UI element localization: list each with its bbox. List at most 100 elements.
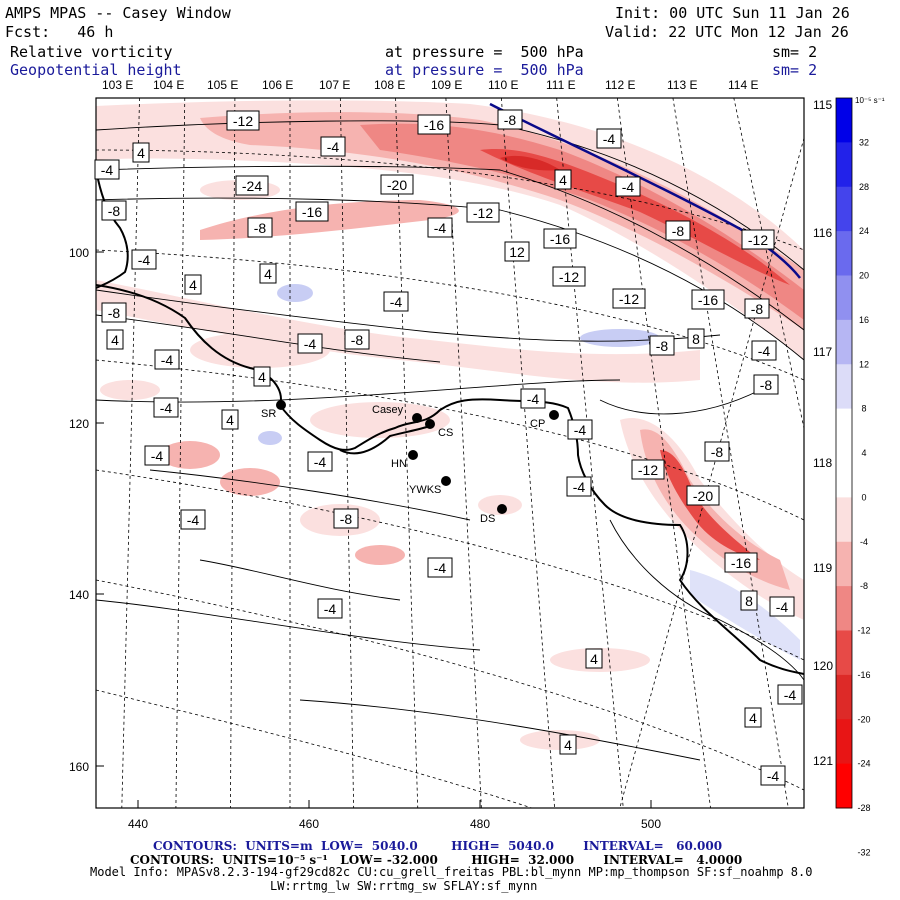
colorbar-label: -20	[857, 714, 870, 724]
contour-label-text: -4	[574, 422, 587, 438]
contour-label-text: -8	[504, 112, 517, 128]
colorbar-label: 28	[859, 182, 869, 192]
contour-label-text: -4	[160, 400, 173, 416]
contour-label-text: -8	[351, 332, 364, 348]
colorbar-label: 0	[861, 492, 866, 502]
contour-label: -4	[751, 340, 777, 361]
contour-label: -20	[380, 174, 414, 195]
contour-label: -4	[520, 388, 546, 409]
contour-label-text: -8	[340, 511, 353, 527]
contour-label-text: -20	[387, 177, 407, 193]
contour-label-text: -4	[758, 343, 771, 359]
contour-label-text: -16	[731, 555, 751, 571]
contour-label: -4	[297, 333, 323, 354]
colorbar-label: 12	[859, 359, 869, 369]
contour-label: -8	[344, 329, 370, 350]
colorbar-segment	[836, 231, 852, 276]
x-tick-label: 500	[641, 817, 661, 831]
contour-label: -4	[307, 451, 333, 472]
contour-label-text: 4	[111, 332, 119, 348]
contour-label: -4	[615, 176, 641, 197]
contour-label: -12	[552, 266, 586, 287]
contour-label: -8	[497, 109, 523, 130]
colorbar-segment	[836, 630, 852, 676]
contour-label: -12	[741, 229, 775, 250]
contour-label-text: -8	[656, 338, 669, 354]
station-marker	[276, 400, 286, 410]
x-tick-label: 480	[470, 817, 490, 831]
contour-label-text: -4	[304, 336, 317, 352]
station-marker	[408, 450, 418, 460]
contour-label: 12	[504, 241, 530, 262]
contour-label-text: -4	[314, 454, 327, 470]
station-label: SR	[261, 408, 276, 420]
contour-label-text: -4	[138, 252, 151, 268]
contour-label: -4	[596, 128, 622, 149]
colorbar-label: 24	[859, 226, 869, 236]
x-tick-label: 440	[128, 817, 148, 831]
y-tick-label: 140	[69, 588, 89, 602]
contour-label: -4	[144, 445, 170, 466]
contour-label-text: 12	[509, 244, 525, 260]
contour-label-text: -4	[324, 601, 337, 617]
plot-frame	[95, 97, 805, 809]
field1-name: Relative vorticity	[10, 43, 173, 61]
footer-model-info: Model Info: MPASv8.2.3-194-gf29cd82c CU:…	[90, 865, 813, 879]
colorbar-label: 16	[859, 315, 869, 325]
colorbar: 10⁻⁵ s⁻¹ 32 28 24 20 16 12 8 4 0 -4 -8 -12 -16 -20 -24 -…	[835, 96, 885, 857]
contour-label: -12	[466, 202, 500, 223]
contour-label: -4	[383, 291, 409, 312]
contour-label: 8	[687, 328, 705, 349]
contour-label-text: 8	[692, 331, 700, 347]
contour-label: -4	[769, 596, 795, 617]
contour-label: 4	[559, 734, 577, 755]
valid-time: Valid: 22 UTC Mon 12 Jan 26	[605, 23, 849, 41]
plot-title: AMPS MPAS -- Casey Window	[5, 4, 231, 22]
contour-label: 4	[132, 142, 150, 163]
geopotential-height-contour	[489, 102, 801, 279]
contour-label: -4	[131, 249, 157, 270]
contour-label-text: -4	[327, 139, 340, 155]
contour-label: -4	[180, 509, 206, 530]
colorbar-segment	[836, 275, 852, 321]
contour-label-text: -16	[698, 292, 718, 308]
contour-label: 4	[744, 707, 762, 728]
colorbar-segment	[836, 541, 852, 587]
y-tick-label: 160	[69, 760, 89, 774]
contour-label-text: -8	[760, 377, 773, 393]
stations: SR Casey CS CP HN YWKS DS	[261, 400, 559, 525]
colorbar-unit: 10⁻⁵ s⁻¹	[855, 96, 885, 105]
contour-label: 4	[253, 366, 271, 387]
contour-label-text: 4	[137, 145, 145, 161]
colorbar-segment	[836, 586, 852, 631]
contour-label-text: -12	[619, 291, 639, 307]
contour-label-text: -4	[767, 768, 780, 784]
contour-label: -12	[226, 110, 260, 131]
colorbar-segment	[836, 674, 852, 720]
contour-label: -4	[566, 476, 592, 497]
contour-label: -8	[101, 302, 127, 323]
colorbar-label: -12	[857, 626, 870, 636]
contour-label: -16	[417, 114, 451, 135]
lon-label-top: 111 E	[546, 78, 576, 92]
contour-label: -16	[724, 552, 758, 573]
contour-label-text: -8	[711, 444, 724, 460]
colorbar-label: 32	[859, 137, 869, 147]
axis-ticks	[96, 251, 652, 808]
contour-label: -8	[247, 217, 273, 238]
contour-label-text: -4	[603, 131, 616, 147]
contour-label-text: 4	[749, 710, 757, 726]
contour-label-text: 4	[590, 651, 598, 667]
field2-smoothing: sm= 2	[772, 61, 818, 79]
station-label: CS	[438, 427, 453, 439]
contour-label-text: -12	[559, 269, 579, 285]
axis-tick-labels: 440 460 480 500 100 120 140 160	[69, 246, 661, 831]
contour-label: 4	[106, 329, 124, 350]
colorbar-segment	[836, 364, 852, 410]
contour-label: -16	[295, 201, 329, 222]
contour-label-text: -12	[233, 113, 253, 129]
contour-label-text: -4	[784, 687, 797, 703]
contour-label-text: -4	[573, 479, 586, 495]
contour-label-text: -8	[254, 220, 267, 236]
